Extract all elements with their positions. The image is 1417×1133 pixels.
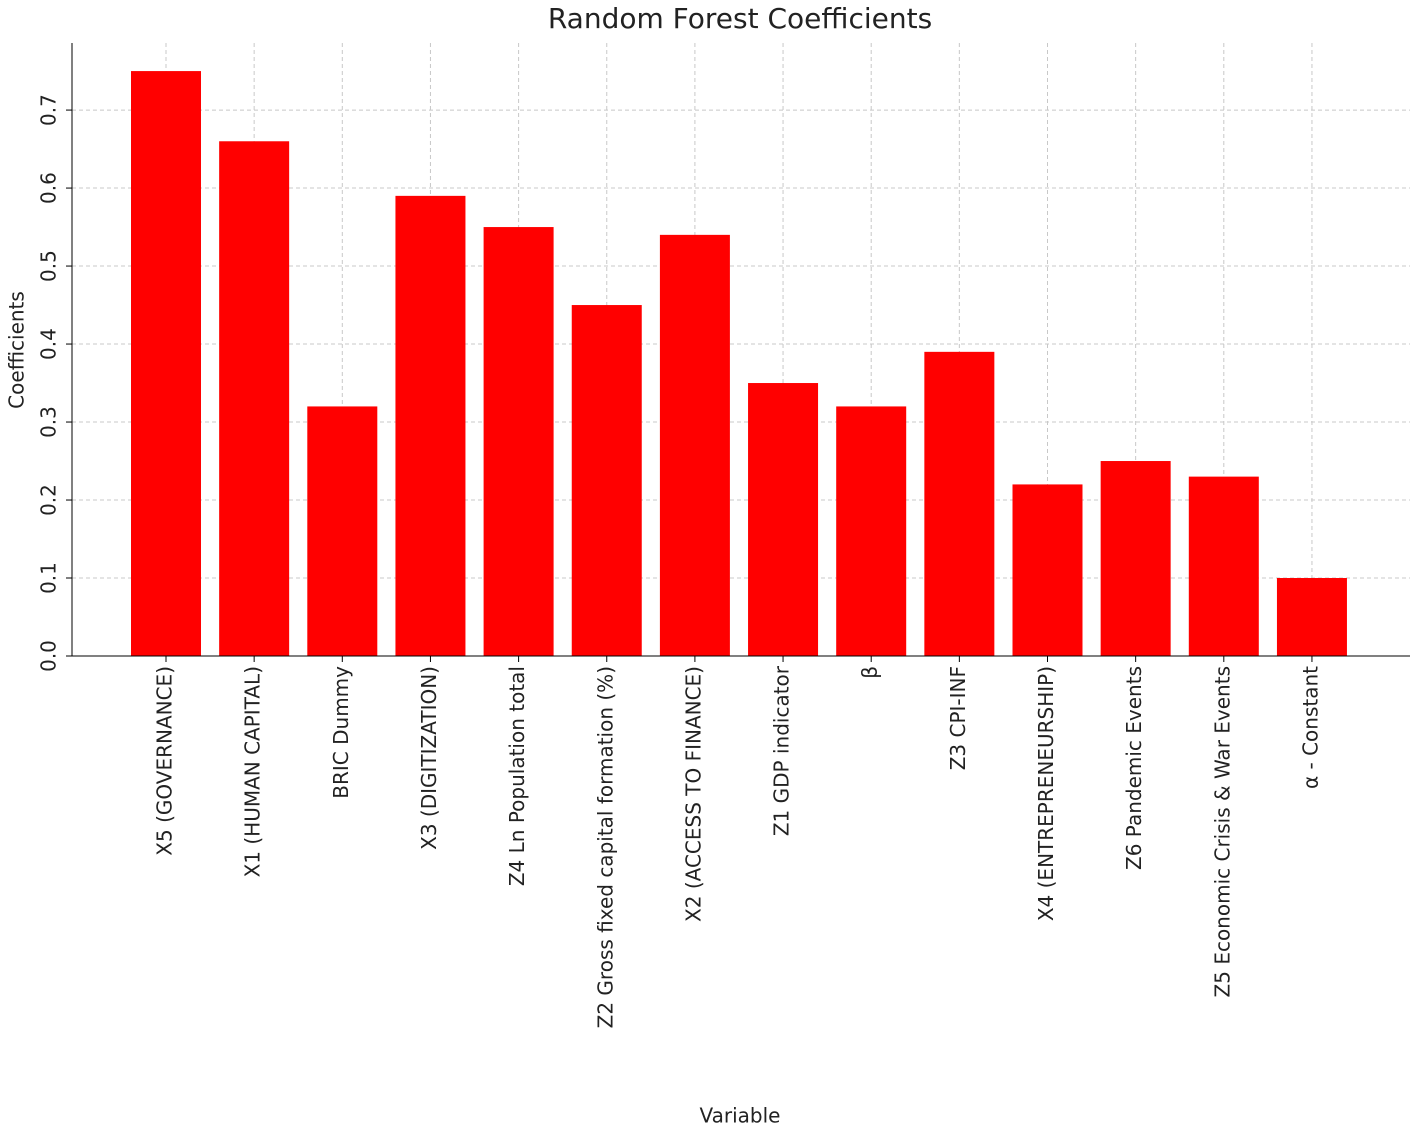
- x-tick-label: X5 (GOVERNANCE): [153, 666, 177, 856]
- x-tick-label: X2 (ACCESS TO FINANCE): [681, 666, 705, 922]
- x-tick-label: Z2 Gross fixed capital formation (%): [593, 666, 617, 1028]
- x-axis-label: Variable: [700, 1104, 781, 1128]
- y-tick-label: 0.6: [37, 172, 61, 204]
- bar: [1276, 578, 1347, 656]
- x-tick-label: Z1 GDP indicator: [770, 665, 794, 836]
- bar: [924, 351, 995, 656]
- bar: [1012, 484, 1083, 656]
- x-tick-label: X4 (ENTREPRENEURSHIP): [1034, 666, 1058, 921]
- y-tick-label: 0.2: [37, 484, 61, 516]
- y-tick-label: 0.0: [37, 640, 61, 672]
- bar: [1100, 461, 1171, 656]
- x-tick-label: Z5 Economic Crisis & War Events: [1210, 666, 1234, 997]
- bar: [219, 141, 290, 656]
- y-axis-label: Coefficients: [5, 291, 29, 409]
- x-tick-label: Z4 Ln Population total: [505, 666, 529, 886]
- bar: [836, 406, 907, 656]
- y-tick-label: 0.5: [37, 250, 61, 282]
- bar: [483, 227, 554, 657]
- bar: [307, 406, 378, 656]
- y-tick-label: 0.7: [37, 94, 61, 126]
- x-tick-label: β: [858, 666, 882, 679]
- bar: [1188, 476, 1259, 656]
- x-tick-label: Z3 CPI-INF: [946, 666, 970, 770]
- bar: [659, 234, 730, 656]
- bar: [571, 305, 642, 656]
- y-tick-label: 0.1: [37, 562, 61, 594]
- chart-title: Random Forest Coefficients: [548, 2, 932, 35]
- x-tick-label: BRIC Dummy: [329, 666, 353, 799]
- x-tick-label: Z6 Pandemic Events: [1122, 666, 1146, 870]
- y-tick-label: 0.4: [37, 328, 61, 360]
- x-tick-label: X1 (HUMAN CAPITAL): [241, 666, 265, 877]
- y-tick-label: 0.3: [37, 406, 61, 438]
- bar: [395, 195, 466, 656]
- x-tick-label: α - Constant: [1298, 666, 1322, 789]
- bar: [748, 383, 819, 656]
- bar: [131, 71, 201, 656]
- x-tick-label: X3 (DIGITIZATION): [417, 666, 441, 850]
